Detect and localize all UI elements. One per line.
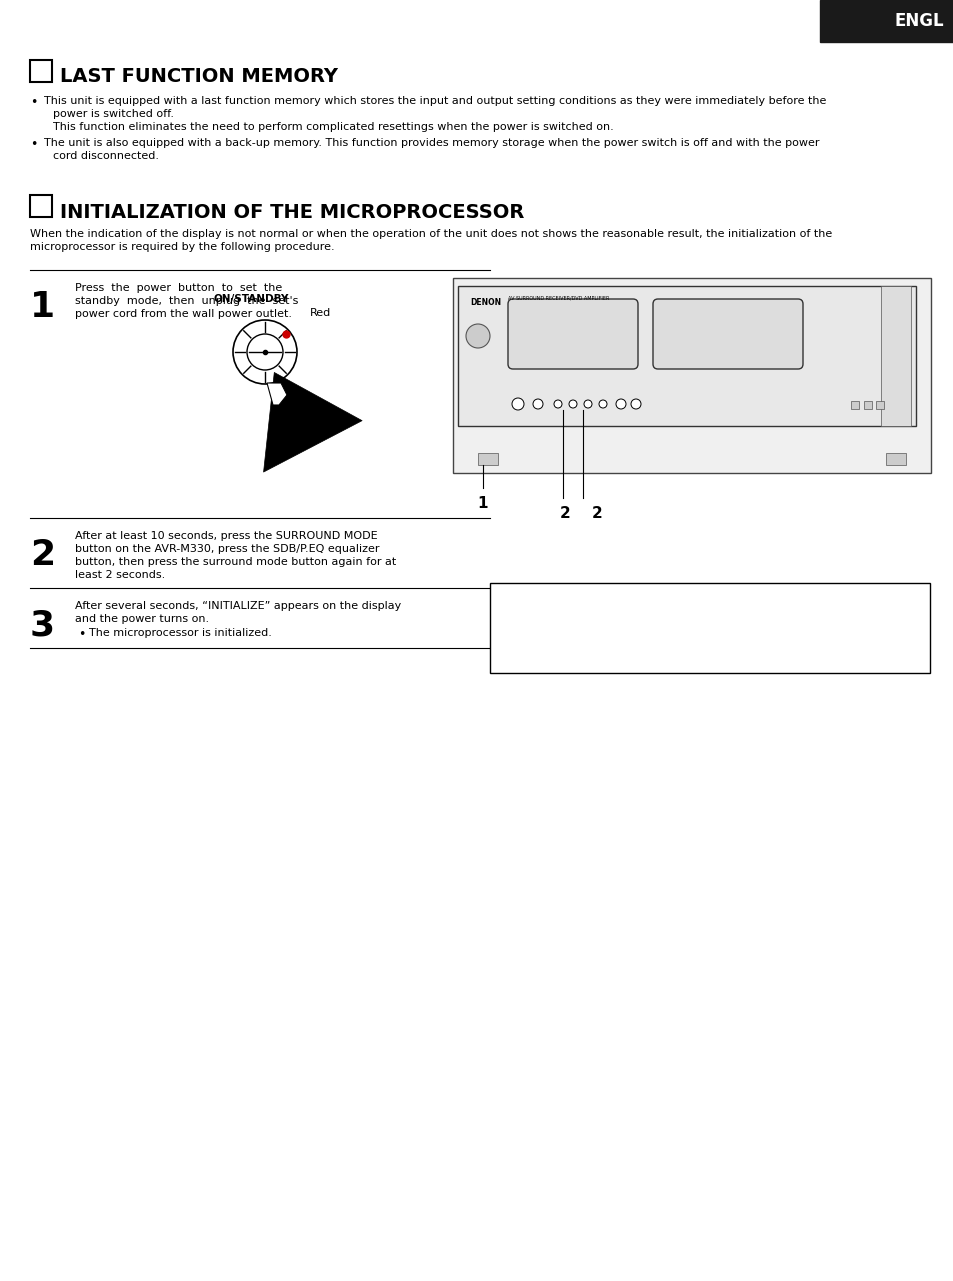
Bar xyxy=(477,453,497,465)
Circle shape xyxy=(554,400,561,409)
Circle shape xyxy=(512,398,523,410)
Bar xyxy=(820,0,953,42)
Circle shape xyxy=(465,324,490,348)
Text: If the microprocessor is reset, all the buttons and the setup: If the microprocessor is reset, all the … xyxy=(510,623,841,633)
Bar xyxy=(850,401,858,409)
Text: INITIALIZATION OF THE MICROPROCESSOR: INITIALIZATION OF THE MICROPROCESSOR xyxy=(60,202,524,222)
Text: and the power turns on.: and the power turns on. xyxy=(75,614,209,624)
Text: ON/STANDBY: ON/STANDBY xyxy=(213,295,289,304)
Text: 1: 1 xyxy=(30,290,55,324)
Text: NOTES:: NOTES: xyxy=(497,593,550,606)
Text: Press  the  power  button  to  set  the: Press the power button to set the xyxy=(75,283,282,293)
Text: button on the AVR-M330, press the SDB/P.EQ equalizer: button on the AVR-M330, press the SDB/P.… xyxy=(75,544,379,553)
Text: AV SURROUND RECEIVER/DVD AMPLIFIER: AV SURROUND RECEIVER/DVD AMPLIFIER xyxy=(507,296,609,301)
Bar xyxy=(30,60,52,82)
Bar xyxy=(875,401,883,409)
Text: •: • xyxy=(30,96,38,109)
Bar xyxy=(880,286,910,427)
Text: If step 3 does not work, start over from step 1.: If step 3 does not work, start over from… xyxy=(510,608,769,617)
Circle shape xyxy=(568,400,577,409)
Text: The unit is also equipped with a back-up memory. This function provides memory s: The unit is also equipped with a back-up… xyxy=(44,138,819,149)
Text: This unit is equipped with a last function memory which stores the input and out: This unit is equipped with a last functi… xyxy=(44,96,825,106)
Text: 17: 17 xyxy=(31,199,51,213)
Bar xyxy=(863,401,871,409)
Circle shape xyxy=(583,400,592,409)
Text: 1: 1 xyxy=(477,496,488,511)
Text: 3: 3 xyxy=(30,608,55,642)
Circle shape xyxy=(533,398,542,409)
Circle shape xyxy=(630,398,640,409)
Text: LAST FUNCTION MEMORY: LAST FUNCTION MEMORY xyxy=(60,68,337,87)
Bar xyxy=(885,453,905,465)
Text: After several seconds, “INITIALIZE” appears on the display: After several seconds, “INITIALIZE” appe… xyxy=(75,601,401,611)
Text: microprocessor is required by the following procedure.: microprocessor is required by the follow… xyxy=(30,242,335,252)
Text: standby  mode,  then  unplug  the  set's: standby mode, then unplug the set's xyxy=(75,296,298,306)
Text: •: • xyxy=(497,608,505,621)
Text: 2: 2 xyxy=(591,506,601,521)
Text: button, then press the surround mode button again for at: button, then press the surround mode but… xyxy=(75,557,395,567)
Text: •: • xyxy=(497,623,505,635)
Text: After at least 10 seconds, press the SURROUND MODE: After at least 10 seconds, press the SUR… xyxy=(75,532,377,541)
Text: 2: 2 xyxy=(559,506,570,521)
FancyBboxPatch shape xyxy=(652,298,802,369)
Text: 2: 2 xyxy=(30,538,55,573)
Bar xyxy=(457,286,915,427)
Circle shape xyxy=(247,334,283,370)
Text: This function eliminates the need to perform complicated resettings when the pow: This function eliminates the need to per… xyxy=(53,122,613,132)
Text: DENON: DENON xyxy=(470,298,500,307)
Text: The microprocessor is initialized.: The microprocessor is initialized. xyxy=(89,628,272,638)
Text: power is switched off.: power is switched off. xyxy=(53,109,173,119)
Text: •: • xyxy=(78,628,86,640)
Text: 16: 16 xyxy=(31,64,51,78)
Bar xyxy=(490,583,929,673)
Polygon shape xyxy=(267,383,287,405)
Circle shape xyxy=(598,400,606,409)
Text: Red: Red xyxy=(310,307,331,318)
Bar xyxy=(453,278,930,473)
Text: power cord from the wall power outlet.: power cord from the wall power outlet. xyxy=(75,309,292,319)
Circle shape xyxy=(616,398,625,409)
Text: ENGL: ENGL xyxy=(893,12,943,29)
Bar xyxy=(30,195,52,216)
Text: least 2 seconds.: least 2 seconds. xyxy=(75,570,165,580)
Text: settings are reset to the factory default values.: settings are reset to the factory defaul… xyxy=(520,635,784,646)
Text: •: • xyxy=(30,138,38,151)
Text: cord disconnected.: cord disconnected. xyxy=(53,151,159,161)
Circle shape xyxy=(233,320,296,384)
FancyBboxPatch shape xyxy=(507,298,638,369)
Text: When the indication of the display is not normal or when the operation of the un: When the indication of the display is no… xyxy=(30,229,831,240)
